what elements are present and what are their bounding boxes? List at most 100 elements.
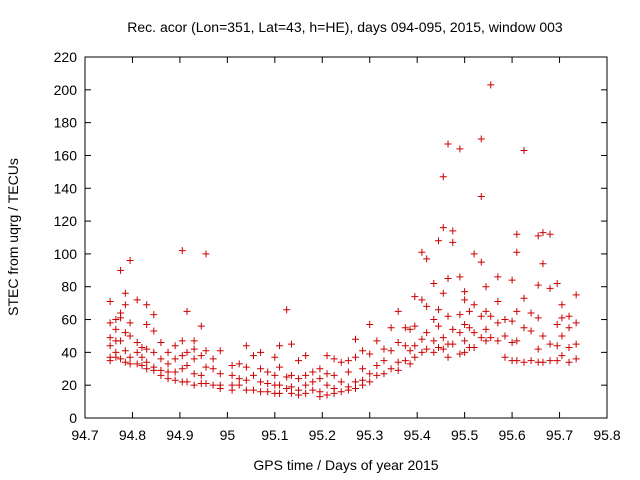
data-point xyxy=(126,319,134,327)
data-point xyxy=(359,347,367,355)
data-point xyxy=(197,352,205,360)
x-tick-label: 95.5 xyxy=(451,427,478,443)
data-point xyxy=(295,375,303,383)
data-point xyxy=(465,307,473,315)
data-point xyxy=(126,360,134,368)
data-point xyxy=(553,342,561,350)
data-point xyxy=(558,314,566,322)
data-point xyxy=(106,297,114,305)
data-point xyxy=(351,353,359,361)
data-point xyxy=(183,378,191,386)
data-point xyxy=(411,293,419,301)
data-point xyxy=(287,371,295,379)
data-point xyxy=(373,371,381,379)
data-point xyxy=(150,348,158,356)
data-point xyxy=(235,375,243,383)
data-point xyxy=(302,381,310,389)
data-point xyxy=(183,361,191,369)
data-point xyxy=(439,289,447,297)
data-point xyxy=(164,348,172,356)
data-point xyxy=(406,360,414,368)
y-tick-label: 40 xyxy=(61,344,77,360)
y-tick-label: 20 xyxy=(61,377,77,393)
data-point xyxy=(558,352,566,360)
data-point xyxy=(430,279,438,287)
data-point xyxy=(470,301,478,309)
y-tick-label: 140 xyxy=(54,180,78,196)
data-point xyxy=(178,365,186,373)
data-point xyxy=(264,380,272,388)
data-point xyxy=(121,329,129,337)
data-point xyxy=(183,348,191,356)
data-point xyxy=(565,312,573,320)
data-point xyxy=(520,147,528,155)
data-point xyxy=(228,386,236,394)
data-point xyxy=(572,340,580,348)
data-point xyxy=(366,370,374,378)
data-point xyxy=(387,365,395,373)
data-point xyxy=(435,237,443,245)
data-point xyxy=(302,389,310,397)
data-point xyxy=(302,352,310,360)
data-point xyxy=(143,345,151,353)
x-tick-label: 95.7 xyxy=(546,427,573,443)
data-point xyxy=(276,381,284,389)
data-point xyxy=(546,357,554,365)
data-point xyxy=(366,350,374,358)
data-point xyxy=(477,192,485,200)
data-point xyxy=(178,352,186,360)
data-point xyxy=(271,353,279,361)
data-point xyxy=(487,334,495,342)
data-point xyxy=(470,329,478,337)
data-point xyxy=(235,381,243,389)
x-axis: 94.7 94.8 94.9 95 95.1 95.2 95.3 95.4 95.5 95.6 95… xyxy=(71,57,621,443)
data-point xyxy=(558,332,566,340)
data-point xyxy=(418,348,426,356)
data-point xyxy=(435,306,443,314)
data-points xyxy=(106,81,580,401)
data-point xyxy=(126,332,134,340)
data-point xyxy=(323,381,331,389)
data-point xyxy=(520,294,528,302)
y-tick-label: 160 xyxy=(54,147,78,163)
data-point xyxy=(494,337,502,345)
data-point xyxy=(126,353,134,361)
data-point xyxy=(546,284,554,292)
data-point xyxy=(171,355,179,363)
data-point xyxy=(394,307,402,315)
data-point xyxy=(477,135,485,143)
data-point xyxy=(439,334,447,342)
data-point xyxy=(143,365,151,373)
y-tick-label: 200 xyxy=(54,82,78,98)
data-point xyxy=(461,296,469,304)
data-point xyxy=(411,353,419,361)
data-point xyxy=(216,347,224,355)
data-point xyxy=(257,365,265,373)
data-point xyxy=(249,371,257,379)
data-point xyxy=(461,320,469,328)
data-point xyxy=(316,365,324,373)
data-point xyxy=(423,302,431,310)
data-point xyxy=(112,325,120,333)
data-point xyxy=(295,391,303,399)
data-point xyxy=(121,347,129,355)
data-point xyxy=(235,360,243,368)
data-point xyxy=(572,319,580,327)
data-point xyxy=(435,322,443,330)
data-point xyxy=(138,361,146,369)
data-point xyxy=(411,342,419,350)
data-point xyxy=(157,355,165,363)
data-point xyxy=(316,393,324,401)
data-point xyxy=(287,340,295,348)
y-tick-label: 60 xyxy=(61,312,77,328)
data-point xyxy=(351,335,359,343)
data-point xyxy=(423,345,431,353)
data-point xyxy=(117,266,125,274)
data-point xyxy=(190,345,198,353)
data-point xyxy=(406,325,414,333)
data-point xyxy=(534,345,542,353)
data-point xyxy=(565,358,573,366)
data-point xyxy=(394,339,402,347)
data-point xyxy=(439,224,447,232)
